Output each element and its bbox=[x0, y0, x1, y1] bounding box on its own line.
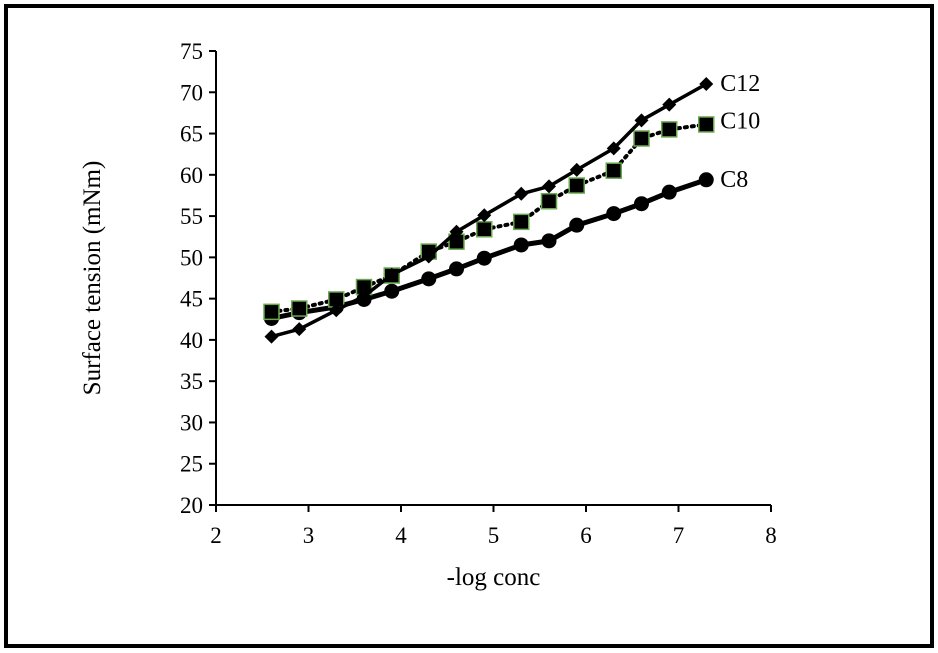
y-tick-label: 75 bbox=[180, 39, 203, 64]
y-tick-label: 45 bbox=[180, 287, 203, 312]
series-c8-point bbox=[513, 237, 529, 253]
y-tick-label: 60 bbox=[180, 163, 203, 188]
series-c12-point bbox=[292, 322, 307, 337]
series-c10-line bbox=[269, 122, 709, 314]
series-c10-point bbox=[263, 303, 280, 321]
series-c12: C12 bbox=[264, 71, 760, 344]
y-tick-label: 50 bbox=[180, 245, 203, 270]
series-c10-point bbox=[661, 121, 678, 138]
chart-frame: 20 25 30 35 40 45 50 55 60 65 70 75 2 3 4 5 6 7 8 C8 C10 C12… bbox=[4, 4, 934, 648]
series-c10-point bbox=[633, 130, 650, 147]
series-c12-point bbox=[542, 179, 556, 194]
series-c10-point bbox=[476, 221, 493, 238]
series-c8-point bbox=[421, 271, 437, 287]
x-axis-label: -log conc bbox=[447, 564, 541, 591]
x-tick-label: 8 bbox=[765, 523, 777, 548]
series-c12-point bbox=[264, 329, 279, 344]
x-tick-label: 5 bbox=[488, 523, 500, 548]
y-axis-label: Surface tension (mNm) bbox=[79, 161, 106, 396]
series-c12-point bbox=[634, 113, 649, 128]
series-c12-point bbox=[329, 303, 344, 318]
series-c10-point bbox=[698, 116, 715, 133]
y-tick-label: 40 bbox=[180, 328, 203, 353]
series-c8-point bbox=[384, 283, 400, 299]
series-c8-point bbox=[606, 206, 622, 222]
series-c8-label: C8 bbox=[720, 167, 748, 193]
x-tick-label: 3 bbox=[303, 523, 315, 548]
series-c8-point bbox=[476, 250, 492, 266]
labels-layer: -log conc Surface tension (mNm) bbox=[79, 161, 540, 591]
x-tick-label: 7 bbox=[673, 523, 685, 548]
series-c10-label: C10 bbox=[720, 108, 760, 134]
y-tick-label: 30 bbox=[180, 410, 203, 435]
series-c12-point bbox=[662, 97, 677, 112]
series-c12-point bbox=[357, 289, 371, 304]
series-c10-point bbox=[291, 300, 308, 317]
series-c10-point bbox=[540, 192, 558, 210]
series-c12-point bbox=[421, 249, 436, 264]
series-c12-point bbox=[699, 77, 714, 92]
y-tick-label: 35 bbox=[180, 369, 203, 394]
series-c12-point bbox=[384, 267, 399, 282]
series-layer: C8 C10 C12 bbox=[263, 71, 760, 344]
series-c10: C10 bbox=[263, 108, 760, 321]
series-c10-point bbox=[568, 177, 585, 194]
series-c8-point bbox=[449, 261, 464, 277]
y-tick-label: 65 bbox=[180, 122, 203, 147]
series-c8-point bbox=[541, 233, 557, 249]
y-tick-label: 70 bbox=[180, 80, 203, 105]
series-c12-point bbox=[477, 208, 492, 223]
series-c12-point bbox=[449, 224, 464, 239]
y-tick-label: 25 bbox=[180, 452, 203, 477]
series-c10-point bbox=[605, 162, 622, 179]
x-tick-label: 6 bbox=[580, 523, 592, 548]
series-c8-point bbox=[569, 217, 585, 233]
series-c8-point bbox=[661, 184, 677, 200]
series-c8-point bbox=[698, 172, 714, 188]
series-c12-label: C12 bbox=[720, 71, 760, 97]
series-c8-point bbox=[634, 196, 649, 212]
x-tick-label: 4 bbox=[395, 523, 407, 548]
series-c12-point bbox=[569, 162, 584, 177]
series-c12-point bbox=[514, 186, 529, 201]
y-tick-label: 55 bbox=[180, 204, 203, 229]
y-tick-label: 20 bbox=[180, 493, 203, 518]
series-c12-point bbox=[606, 141, 621, 156]
x-tick-label: 2 bbox=[210, 523, 222, 548]
series-c10-point bbox=[513, 213, 530, 231]
